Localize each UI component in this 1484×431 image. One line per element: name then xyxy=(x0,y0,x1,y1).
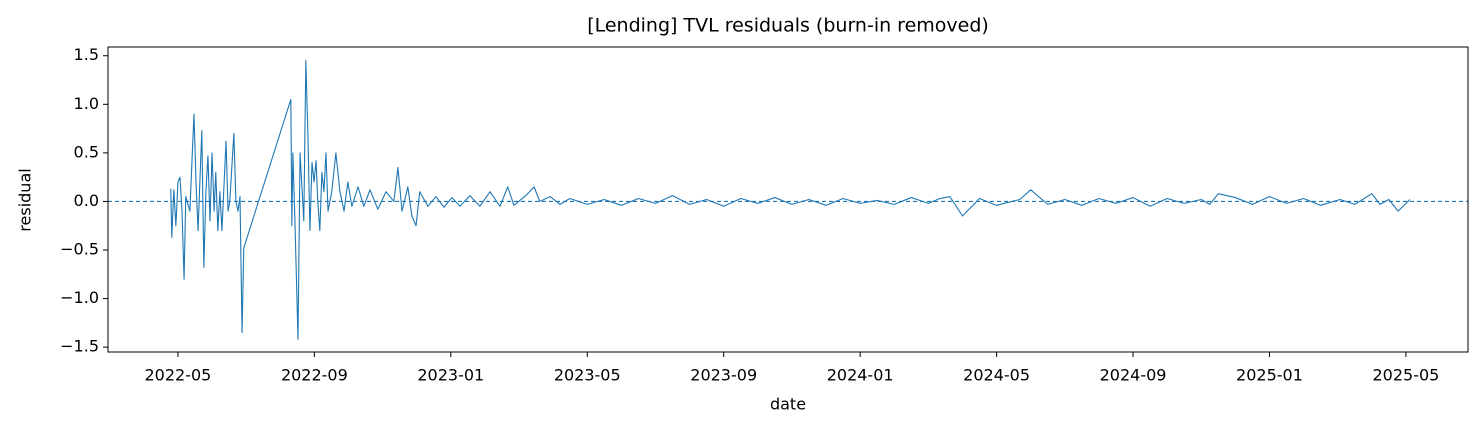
y-tick-label: 1.5 xyxy=(74,45,99,64)
x-tick-label: 2025-01 xyxy=(1236,366,1303,385)
x-tick-label: 2024-01 xyxy=(827,366,894,385)
x-tick-label: 2022-09 xyxy=(281,366,348,385)
data-line xyxy=(170,60,1411,340)
y-tick-label: −1.0 xyxy=(60,288,99,307)
x-tick-label: 2023-01 xyxy=(417,366,484,385)
x-tick-label: 2025-05 xyxy=(1372,366,1439,385)
plot-frame xyxy=(107,46,1469,353)
x-tick-label: 2022-05 xyxy=(144,366,211,385)
y-tick-label: 0.0 xyxy=(74,191,99,210)
y-tick-label: 1.0 xyxy=(74,94,99,113)
x-tick-label: 2023-09 xyxy=(690,366,757,385)
x-tick-label: 2024-05 xyxy=(963,366,1030,385)
y-tick-label: −1.5 xyxy=(60,337,99,356)
y-tick-label: 0.5 xyxy=(74,142,99,161)
y-tick-label: −0.5 xyxy=(60,240,99,259)
x-axis-label: date xyxy=(770,395,806,414)
x-tick-label: 2023-05 xyxy=(554,366,621,385)
y-axis-label: residual xyxy=(16,168,35,231)
chart-title: [Lending] TVL residuals (burn-in removed… xyxy=(587,15,989,37)
x-tick-label: 2024-09 xyxy=(1100,366,1167,385)
